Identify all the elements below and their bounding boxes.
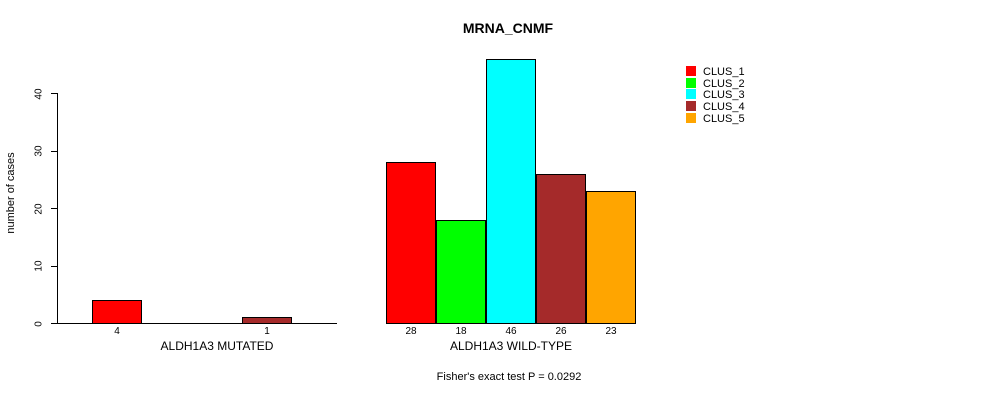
legend-label: CLUS_1	[703, 66, 745, 78]
chart-title: MRNA_CNMF	[462, 20, 554, 36]
bar-value-label: 26	[555, 326, 567, 337]
bar-value-label: 4	[114, 326, 120, 337]
legend-label: CLUS_3	[703, 89, 745, 102]
y-tick-label: 40	[33, 88, 45, 100]
y-tick-mark	[51, 265, 57, 267]
bar-clus_1	[92, 300, 142, 324]
bar-clus_4	[242, 317, 292, 324]
bar-value-label: 23	[605, 326, 617, 337]
legend-swatch-clus_4	[686, 101, 696, 112]
legend-swatch-clus_1	[686, 66, 696, 76]
bar-value-label: 18	[455, 326, 467, 337]
x-baseline	[57, 323, 337, 324]
legend-label: CLUS_4	[703, 101, 745, 114]
legend-label: CLUS_2	[703, 77, 745, 90]
bar-value-label: 1	[264, 326, 270, 337]
bar-clus_3	[486, 59, 536, 324]
y-tick-mark	[51, 150, 57, 152]
bar-clus_2	[436, 220, 486, 324]
bar-clus_4	[536, 174, 586, 324]
x-category-label: ALDH1A3 WILD-TYPE	[449, 339, 573, 353]
legend-label: CLUS_5	[703, 112, 745, 125]
y-tick-mark	[51, 208, 57, 210]
y-tick-mark	[51, 323, 57, 324]
legend-swatch-clus_5	[686, 112, 696, 123]
bar-value-label: 28	[405, 326, 417, 337]
y-tick-mark	[51, 93, 57, 95]
x-category-label: ALDH1A3 MUTATED	[160, 339, 274, 353]
bar-value-label: 46	[505, 326, 517, 337]
legend-swatch-clus_3	[686, 89, 696, 100]
y-tick-label: 10	[33, 260, 45, 272]
bar-clus_5	[586, 191, 636, 324]
bar-clus_1	[386, 162, 436, 324]
y-axis-label: number of cases	[5, 152, 17, 234]
y-tick-label: 30	[33, 145, 45, 157]
y-tick-label: 20	[33, 203, 45, 215]
legend-swatch-clus_2	[686, 77, 696, 88]
y-tick-label: 0	[33, 320, 45, 327]
annotation-text: Fisher's exact test P = 0.0292	[436, 371, 582, 383]
y-axis-line	[57, 93, 58, 324]
